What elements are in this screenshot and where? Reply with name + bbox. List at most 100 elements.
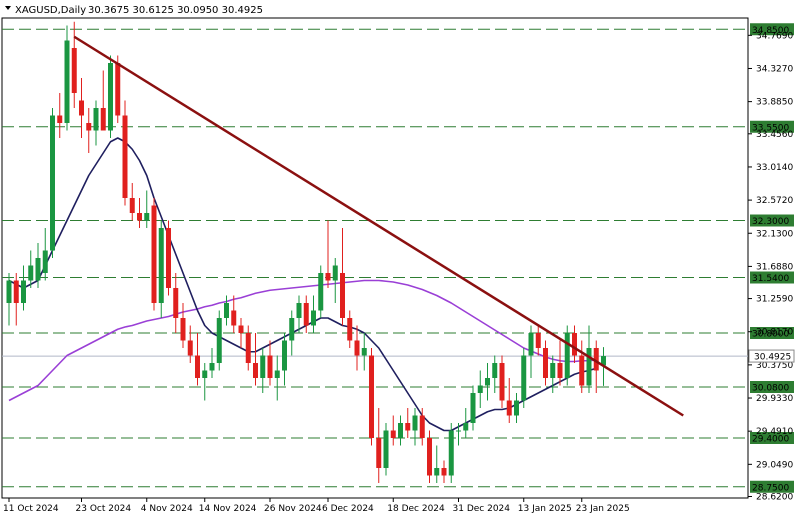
candle (108, 55, 113, 138)
level-label-bg (750, 23, 794, 36)
candle (180, 303, 186, 348)
current-price-label-bg (748, 349, 795, 363)
candle (340, 228, 345, 326)
time-axis[interactable]: 11 Oct 2024 23 Oct 2024 4 Nov 2024 14 Nov 2… (3, 498, 630, 514)
price-axis[interactable]: 34.8500 33.5500 32.3000 31.5400 30.8000 30.08… (748, 23, 795, 503)
candle (71, 21, 77, 108)
candle-body (492, 363, 498, 378)
candle (57, 93, 63, 138)
candle-body (253, 363, 258, 378)
y-tick-label: 31.2590 (756, 295, 793, 305)
candle (311, 295, 316, 333)
ma-fast-layer (8, 137, 597, 432)
candle-body (274, 370, 280, 378)
candle (441, 460, 447, 483)
ma-slow-layer (8, 279, 597, 402)
candles-layer (6, 21, 606, 483)
candle-body (21, 280, 26, 303)
candle (216, 310, 222, 371)
level-label: 30.8000 (752, 330, 789, 340)
trendline-layer (73, 35, 684, 417)
candle (50, 108, 55, 258)
candle-body (231, 310, 237, 326)
candle (79, 78, 84, 138)
candle (13, 273, 19, 326)
candle-body (267, 355, 273, 378)
candle (21, 265, 26, 311)
y-tick-label: 29.4910 (756, 427, 793, 437)
candle (557, 340, 563, 386)
candle-body (35, 258, 41, 281)
candle-body (499, 363, 505, 401)
candle (354, 325, 360, 371)
candle-body (13, 280, 19, 303)
candle-body (419, 415, 425, 438)
candle-body (42, 250, 48, 273)
candle (129, 183, 135, 221)
y-tick-label: 33.8850 (756, 98, 793, 108)
y-tick-label: 34.7690 (756, 31, 793, 41)
candle-body (144, 213, 150, 221)
y-tick-label: 29.9330 (756, 394, 793, 404)
y-tick-label: 30.3750 (756, 361, 793, 371)
candle-body (332, 265, 338, 281)
candle (318, 265, 324, 318)
x-tick-label: 23 Oct 2024 (76, 504, 132, 514)
candle (398, 415, 403, 446)
candle-body (245, 333, 251, 363)
candle (405, 408, 411, 438)
level-label-bg (750, 432, 794, 444)
level-label: 28.7500 (752, 483, 789, 493)
level-label-bg (750, 214, 794, 227)
candle (485, 363, 490, 401)
candle-body (412, 415, 418, 431)
candle (550, 355, 556, 393)
level-label: 31.5400 (752, 274, 789, 284)
candle (28, 250, 34, 288)
candle-body (260, 355, 266, 378)
candle-body (601, 356, 606, 366)
level-label-bg (750, 480, 794, 493)
candle (303, 295, 309, 333)
candle-body (340, 273, 345, 318)
candle (361, 333, 367, 371)
candle (195, 333, 200, 386)
candle-body (187, 340, 193, 356)
candle (434, 445, 440, 483)
y-tick-label: 32.1300 (756, 229, 793, 239)
candle-body (50, 115, 55, 251)
candle (296, 295, 302, 333)
candle-body (6, 280, 12, 303)
candle-body (151, 205, 157, 303)
candle-body (543, 348, 548, 378)
x-tick-label: 31 Dec 2024 (453, 504, 511, 514)
candle-body (354, 340, 360, 356)
candle-body (166, 228, 171, 288)
candle-body (238, 325, 244, 333)
candle (470, 385, 476, 431)
candle (42, 228, 48, 281)
candle (347, 310, 353, 348)
candle-body (521, 355, 527, 401)
candle-body (158, 228, 164, 303)
candle-body (311, 310, 316, 326)
candle-body (586, 348, 592, 386)
plot-frame (1, 17, 749, 499)
candle (144, 190, 150, 228)
candle-body (195, 355, 200, 378)
candle-body (550, 363, 556, 378)
candle-body (405, 423, 411, 431)
ma-fast-line (8, 137, 597, 432)
candle (202, 363, 208, 401)
candle (224, 295, 229, 326)
triangle-down-icon[interactable] (5, 6, 11, 10)
x-tick-label: 13 Jan 2025 (518, 504, 572, 514)
candle (122, 100, 128, 206)
candle-body (456, 430, 461, 432)
candle-body (303, 303, 309, 326)
candle-body (579, 355, 585, 386)
candle-body (28, 265, 34, 281)
candle (158, 220, 164, 318)
candle (274, 355, 280, 401)
